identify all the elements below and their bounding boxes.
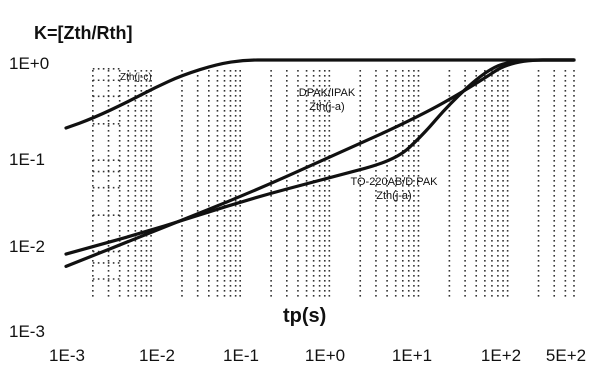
x-tick-label-0: 1E-3 xyxy=(49,346,85,365)
x-tick-label-2: 1E-1 xyxy=(223,346,259,365)
y-tick-label-2: 1E-2 xyxy=(9,237,45,256)
y-tick-label-1: 1E-1 xyxy=(9,150,45,169)
chart-title: K=[Zth/Rth] xyxy=(34,23,132,43)
y-axis-tick-labels: 1E+0 1E-1 1E-2 1E-3 xyxy=(9,54,49,341)
series-label-2-1: Zth(j-a) xyxy=(376,190,411,202)
series-label-1-1: Zth(j-a) xyxy=(309,101,344,113)
y-tick-label-0: 1E+0 xyxy=(9,54,49,73)
x-axis-tick-labels: 1E-3 1E-2 1E-1 1E+0 1E+1 1E+2 5E+2 xyxy=(49,346,586,365)
series-label-1-0: DPAK/IPAK xyxy=(299,87,356,99)
series-label-0-0: Zth(j-c) xyxy=(120,72,152,83)
y-tick-label-3: 1E-3 xyxy=(9,322,45,341)
series-label-2-0: TO-220AB/D PAK xyxy=(350,176,438,188)
series-labels: Zth(j-c) DPAK/IPAK Zth(j-a) TO-220AB/D PAK Z… xyxy=(120,72,438,202)
x-tick-label-3: 1E+0 xyxy=(305,346,345,365)
series-line-2 xyxy=(64,58,576,256)
x-tick-label-1: 1E-2 xyxy=(139,346,175,365)
gridlines xyxy=(92,68,575,300)
x-axis-label: tp(s) xyxy=(283,305,326,327)
x-tick-label-6: 5E+2 xyxy=(546,346,586,365)
series-line-0 xyxy=(64,58,576,130)
x-tick-label-4: 1E+1 xyxy=(392,346,432,365)
x-tick-label-5: 1E+2 xyxy=(481,346,521,365)
curves xyxy=(64,58,576,268)
